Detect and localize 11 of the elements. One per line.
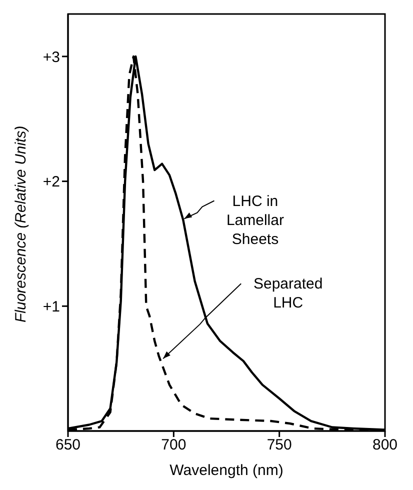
- x-tick-label: 750: [266, 436, 292, 454]
- x-tick-label: 700: [161, 436, 186, 454]
- annotation: LHC in Lamellar Sheets: [226, 192, 284, 248]
- y-tick-label: +2: [42, 174, 60, 191]
- y-axis-title: Fluorescence (Relative Units): [12, 126, 30, 322]
- annotation: Separated LHC: [253, 276, 323, 312]
- x-tick-label: 650: [55, 436, 81, 454]
- y-tick-label: +3: [42, 48, 60, 66]
- x-axis-title: Wavelength (nm): [170, 462, 284, 479]
- x-tick-label: 800: [372, 436, 398, 454]
- y-tick-label: +1: [42, 298, 60, 316]
